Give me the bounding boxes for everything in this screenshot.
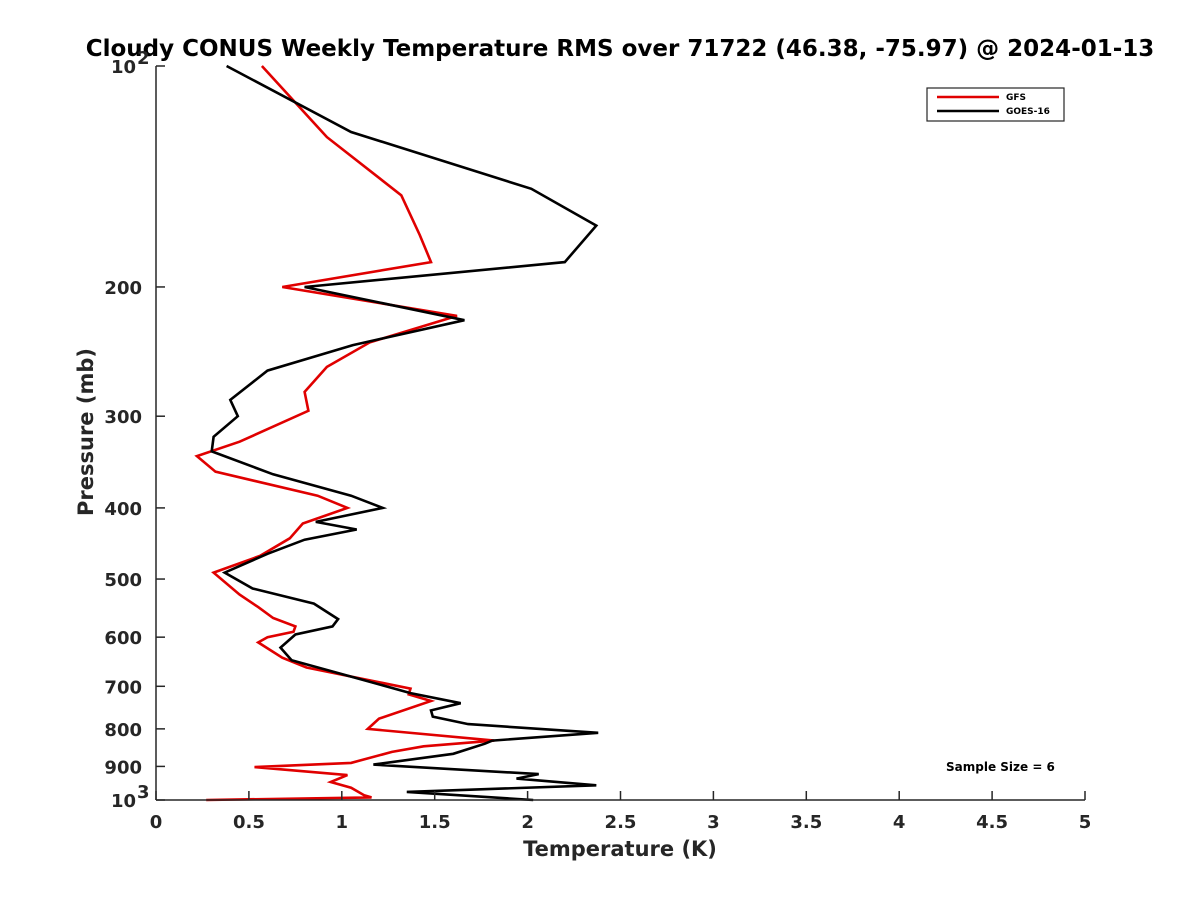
- y-axis-label: Pressure (mb): [74, 348, 98, 516]
- series-line-gfs: [194, 65, 495, 802]
- y-tick-exponent: 3: [137, 782, 150, 803]
- x-tick-label: 0.5: [233, 812, 265, 833]
- x-tick-label: 2: [521, 812, 534, 833]
- y-tick-label: 900: [104, 757, 142, 778]
- legend: GFS GOES-16: [926, 87, 1065, 122]
- legend-box: [926, 87, 1065, 122]
- y-tick-label: 200: [104, 278, 142, 299]
- x-tick-label: 0: [150, 812, 163, 833]
- legend-label-goes16: GOES-16: [1006, 107, 1050, 117]
- x-axis-label: Temperature (K): [523, 837, 717, 861]
- x-tick-label: 3.5: [790, 812, 822, 833]
- y-tick-label: 500: [104, 570, 142, 591]
- y-tick-label: 600: [104, 628, 142, 649]
- sample-size-annotation: Sample Size = 6: [946, 760, 1055, 774]
- x-tick-label: 4: [893, 812, 906, 833]
- y-tick-label: 800: [104, 720, 142, 741]
- series-layer: [194, 64, 599, 802]
- series-line-goes16: [210, 64, 599, 802]
- x-tick-label: 2.5: [605, 812, 637, 833]
- y-tick-label: 10: [111, 57, 136, 78]
- plot-area: 0 0.5 1 1.5 2 2.5 3 3.5 4 4.5 5 10 2200300400500600…: [104, 48, 1091, 833]
- x-tick-label: 3: [707, 812, 720, 833]
- x-tick-label: 5: [1079, 812, 1092, 833]
- y-tick-label: 300: [104, 407, 142, 428]
- x-tick-label: 1: [336, 812, 349, 833]
- y-tick-label: 400: [104, 499, 142, 520]
- chart-title: Cloudy CONUS Weekly Temperature RMS over…: [86, 36, 1155, 62]
- x-tick-label: 1.5: [419, 812, 451, 833]
- y-tick-exponent: 2: [137, 48, 150, 69]
- y-tick-label: 700: [104, 677, 142, 698]
- y-tick-label: 10: [111, 791, 136, 812]
- x-tick-label: 4.5: [976, 812, 1008, 833]
- x-axis-ticks: 0 0.5 1 1.5 2 2.5 3 3.5 4 4.5 5: [150, 791, 1092, 833]
- legend-label-gfs: GFS: [1006, 93, 1026, 103]
